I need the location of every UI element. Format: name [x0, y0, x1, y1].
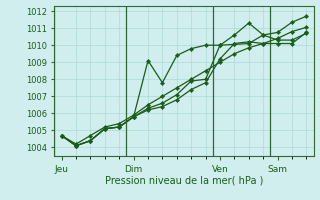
- X-axis label: Pression niveau de la mer( hPa ): Pression niveau de la mer( hPa ): [105, 175, 263, 185]
